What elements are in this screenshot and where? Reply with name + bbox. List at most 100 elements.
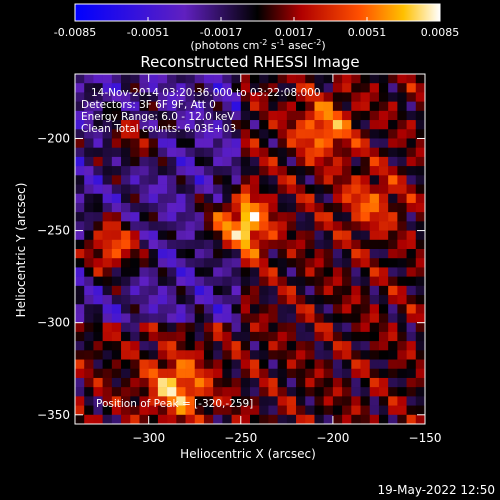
annotation-energy: Energy Range: 6.0 - 12.0 keV — [81, 111, 235, 123]
heatmap-pixel — [342, 267, 352, 277]
heatmap-pixel — [240, 322, 251, 333]
heatmap-pixel — [148, 267, 159, 277]
heatmap-pixel — [231, 166, 242, 176]
heatmap-pixel — [286, 322, 297, 333]
heatmap-pixel — [369, 239, 380, 250]
heatmap-pixel — [397, 74, 407, 84]
heatmap-pixel — [222, 92, 232, 102]
heatmap-pixel — [111, 295, 122, 305]
heatmap-pixel — [157, 285, 168, 296]
heatmap-pixel — [323, 166, 334, 176]
heatmap-pixel — [75, 110, 85, 121]
heatmap-pixel — [111, 147, 122, 158]
heatmap-pixel — [259, 147, 269, 158]
heatmap-pixel — [75, 331, 85, 342]
heatmap-pixel — [111, 129, 122, 139]
heatmap-pixel — [323, 156, 334, 167]
heatmap-pixel — [360, 156, 371, 167]
heatmap-pixel — [111, 405, 122, 416]
heatmap-pixel — [332, 414, 343, 424]
heatmap-pixel — [277, 230, 288, 241]
heatmap-pixel — [176, 74, 186, 84]
heatmap-pixel — [111, 249, 122, 259]
heatmap-pixel — [203, 175, 214, 185]
heatmap-pixel — [323, 304, 334, 314]
heatmap-pixel — [415, 239, 425, 250]
heatmap-pixel — [277, 83, 288, 93]
heatmap-pixel — [406, 359, 417, 370]
heatmap-pixel — [388, 147, 398, 158]
heatmap-pixel — [277, 110, 288, 121]
heatmap-pixel — [185, 230, 196, 241]
heatmap-pixel — [296, 230, 306, 241]
heatmap-pixel — [314, 405, 324, 416]
heatmap-pixel — [93, 147, 103, 158]
heatmap-pixel — [378, 267, 389, 277]
heatmap-pixel — [213, 101, 223, 112]
heatmap-pixel — [121, 258, 131, 268]
heatmap-pixel — [342, 175, 352, 185]
heatmap-pixel — [259, 359, 269, 370]
heatmap-pixel — [231, 193, 242, 204]
heatmap-pixel — [121, 212, 131, 222]
heatmap-pixel — [342, 258, 352, 268]
heatmap-pixel — [342, 83, 352, 93]
heatmap-pixel — [323, 405, 334, 416]
heatmap-pixel — [176, 184, 186, 195]
heatmap-pixel — [157, 258, 168, 268]
heatmap-pixel — [323, 267, 334, 277]
heatmap-pixel — [388, 212, 398, 222]
heatmap-pixel — [360, 414, 371, 424]
heatmap-pixel — [250, 212, 260, 222]
heatmap-pixel — [148, 156, 159, 167]
y-axis-label: Heliocentric Y (arcsec) — [14, 183, 28, 318]
heatmap-pixel — [268, 110, 278, 121]
heatmap-pixel — [130, 239, 140, 250]
heatmap-pixel — [296, 350, 306, 360]
heatmap-pixel — [415, 341, 425, 351]
heatmap-pixel — [130, 285, 140, 296]
heatmap-pixel — [388, 304, 398, 314]
heatmap-pixel — [231, 368, 242, 379]
heatmap-pixel — [176, 322, 186, 333]
heatmap-pixel — [332, 74, 343, 84]
heatmap-pixel — [259, 184, 269, 195]
heatmap-pixel — [268, 184, 278, 195]
heatmap-pixel — [111, 322, 122, 333]
heatmap-pixel — [240, 285, 251, 296]
heatmap-pixel — [250, 147, 260, 158]
heatmap-pixel — [360, 129, 371, 139]
heatmap-pixel — [231, 110, 242, 121]
heatmap-pixel — [378, 138, 389, 148]
heatmap-pixel — [130, 414, 140, 424]
heatmap-pixel — [314, 74, 324, 84]
heatmap-pixel — [240, 147, 251, 158]
heatmap-pixel — [121, 166, 131, 176]
heatmap-pixel — [360, 202, 371, 213]
heatmap-pixel — [415, 285, 425, 296]
heatmap-pixel — [213, 138, 223, 148]
colorbar-ticks: -0.0085 -0.0051 -0.0017 0.0017 0.0051 0.0085 — [54, 17, 459, 39]
heatmap-pixel — [397, 212, 407, 222]
heatmap-pixel — [305, 295, 315, 305]
heatmap-pixel — [296, 276, 306, 287]
heatmap-pixel — [323, 322, 334, 333]
heatmap-pixel — [75, 350, 85, 360]
heatmap-pixel — [222, 295, 232, 305]
heatmap-pixel — [203, 239, 214, 250]
heatmap-pixel — [388, 387, 398, 397]
heatmap-pixel — [185, 92, 196, 102]
heatmap-pixel — [415, 193, 425, 204]
heatmap-pixel — [268, 285, 278, 296]
heatmap-pixel — [397, 341, 407, 351]
heatmap-pixel — [240, 110, 251, 121]
heatmap-pixel — [296, 377, 306, 388]
heatmap-pixel — [259, 193, 269, 204]
heatmap-pixel — [240, 74, 251, 84]
heatmap-pixel — [121, 295, 131, 305]
heatmap-pixel — [231, 350, 242, 360]
heatmap-pixel — [277, 258, 288, 268]
heatmap-pixel — [397, 221, 407, 231]
heatmap-pixel — [415, 350, 425, 360]
heatmap-pixel — [84, 405, 94, 416]
